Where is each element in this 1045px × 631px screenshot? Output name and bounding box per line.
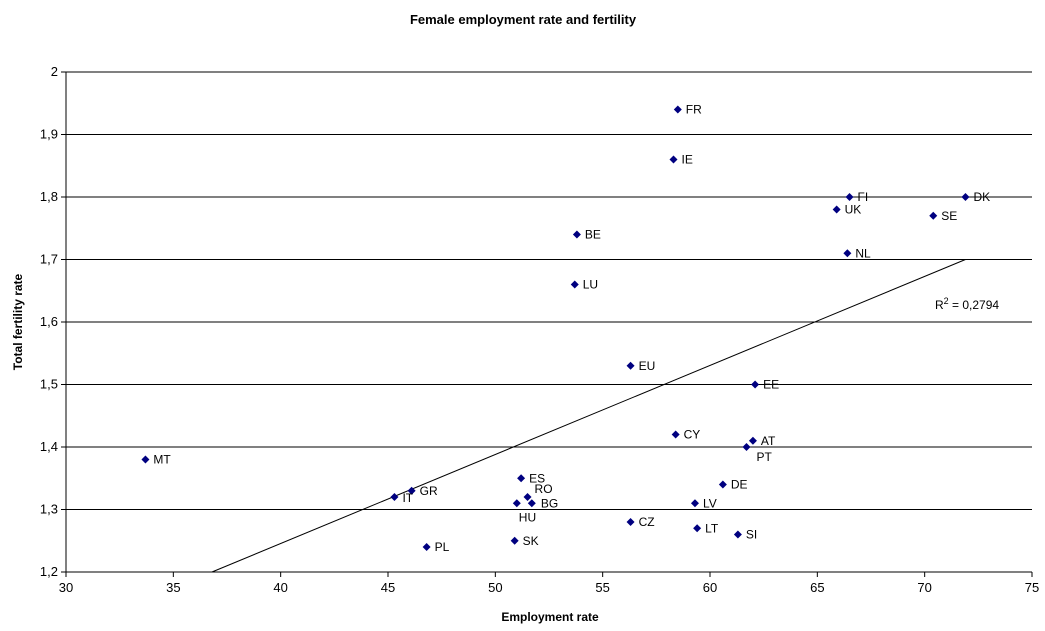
y-tick-label: 1,5: [40, 377, 58, 392]
data-point-hu: [512, 499, 521, 508]
data-point-gr: [407, 486, 416, 495]
data-point-bg: [527, 499, 536, 508]
y-tick-label: 2: [51, 64, 58, 79]
data-point-sk: [510, 536, 519, 545]
data-label-lv: LV: [703, 496, 717, 510]
data-label-ie: IE: [682, 153, 693, 167]
data-label-eu: EU: [639, 359, 656, 373]
data-point-be: [572, 230, 581, 239]
x-tick-label: 45: [381, 580, 395, 595]
r-squared-label: R2 = 0,2794: [935, 296, 999, 312]
y-tick-labels: 1,2 1,3 1,4 1,5 1,6 1,7 1,8 1,9 2: [40, 64, 58, 579]
data-label-nl: NL: [855, 246, 871, 260]
x-tick-label: 35: [166, 580, 180, 595]
data-point-lu: [570, 280, 579, 289]
axes: [65, 72, 1032, 573]
data-label-gr: GR: [420, 484, 438, 498]
data-label-pt: PT: [756, 450, 772, 464]
data-point-lv: [690, 499, 699, 508]
data-points: FR IE FI DK UK SE BE NL LU EU EE CY AT PT MT ES DE GR RO IT…: [141, 103, 990, 554]
data-point-dk: [961, 193, 970, 201]
data-label-de: DE: [731, 478, 748, 492]
data-label-bg: BG: [541, 496, 558, 510]
x-tick-label: 40: [273, 580, 287, 595]
y-tick-label: 1,7: [40, 252, 58, 267]
data-label-ee: EE: [763, 378, 779, 392]
data-label-mt: MT: [153, 453, 171, 467]
gridlines: [61, 71, 1032, 573]
data-point-cy: [671, 430, 680, 439]
x-tick-label: 60: [703, 580, 717, 595]
data-label-se: SE: [941, 209, 957, 223]
data-point-uk: [832, 205, 841, 214]
x-tick-labels: 30 35 40 45 50 55 60 65 70 75: [59, 572, 1039, 595]
data-point-cz: [626, 518, 635, 526]
x-tick-label: 50: [488, 580, 502, 595]
data-point-fi: [845, 193, 854, 201]
data-label-it: IT: [402, 491, 413, 505]
data-point-mt: [141, 455, 150, 464]
data-point-nl: [843, 249, 852, 258]
data-point-lt: [693, 524, 702, 533]
data-point-ee: [751, 380, 760, 389]
data-point-ie: [669, 155, 678, 164]
data-label-si: SI: [746, 528, 757, 542]
y-tick-label: 1,8: [40, 189, 58, 204]
data-label-uk: UK: [845, 203, 862, 217]
y-tick-label: 1,4: [40, 439, 58, 454]
data-point-pl: [422, 543, 431, 551]
x-tick-label: 70: [917, 580, 931, 595]
data-label-dk: DK: [973, 190, 990, 204]
data-label-pl: PL: [435, 540, 450, 554]
data-point-fr: [673, 105, 682, 114]
data-label-sk: SK: [523, 534, 539, 548]
data-label-lt: LT: [705, 521, 719, 535]
y-tick-label: 1,3: [40, 502, 58, 517]
data-point-pt: [742, 443, 751, 451]
data-label-ro: RO: [535, 482, 553, 496]
data-point-de: [718, 480, 727, 489]
y-tick-label: 1,6: [40, 314, 58, 329]
trendline: [211, 259, 966, 573]
data-point-eu: [626, 361, 635, 370]
data-label-at: AT: [761, 434, 776, 448]
data-label-hu: HU: [519, 510, 536, 524]
y-tick-label: 1,2: [40, 564, 58, 579]
x-axis-title: Employment rate: [501, 610, 599, 624]
y-axis-title: Total fertility rate: [11, 273, 25, 370]
data-point-si: [733, 530, 742, 539]
data-point-es: [517, 474, 526, 483]
data-point-se: [929, 211, 938, 220]
y-tick-label: 1,9: [40, 127, 58, 142]
data-point-at: [748, 436, 757, 445]
trendline-group: R2 = 0,2794: [211, 259, 999, 573]
x-tick-label: 65: [810, 580, 824, 595]
data-point-ro: [523, 493, 532, 501]
data-label-lu: LU: [583, 278, 598, 292]
x-tick-label: 75: [1025, 580, 1039, 595]
data-label-fr: FR: [686, 103, 702, 117]
x-tick-label: 30: [59, 580, 73, 595]
data-label-cz: CZ: [639, 515, 655, 529]
chart-title: Female employment rate and fertility: [410, 12, 637, 27]
data-label-fi: FI: [858, 190, 869, 204]
data-label-cy: CY: [684, 428, 701, 442]
data-point-it: [390, 493, 399, 501]
data-label-es: ES: [529, 471, 545, 485]
data-label-be: BE: [585, 228, 601, 242]
x-tick-label: 55: [595, 580, 609, 595]
